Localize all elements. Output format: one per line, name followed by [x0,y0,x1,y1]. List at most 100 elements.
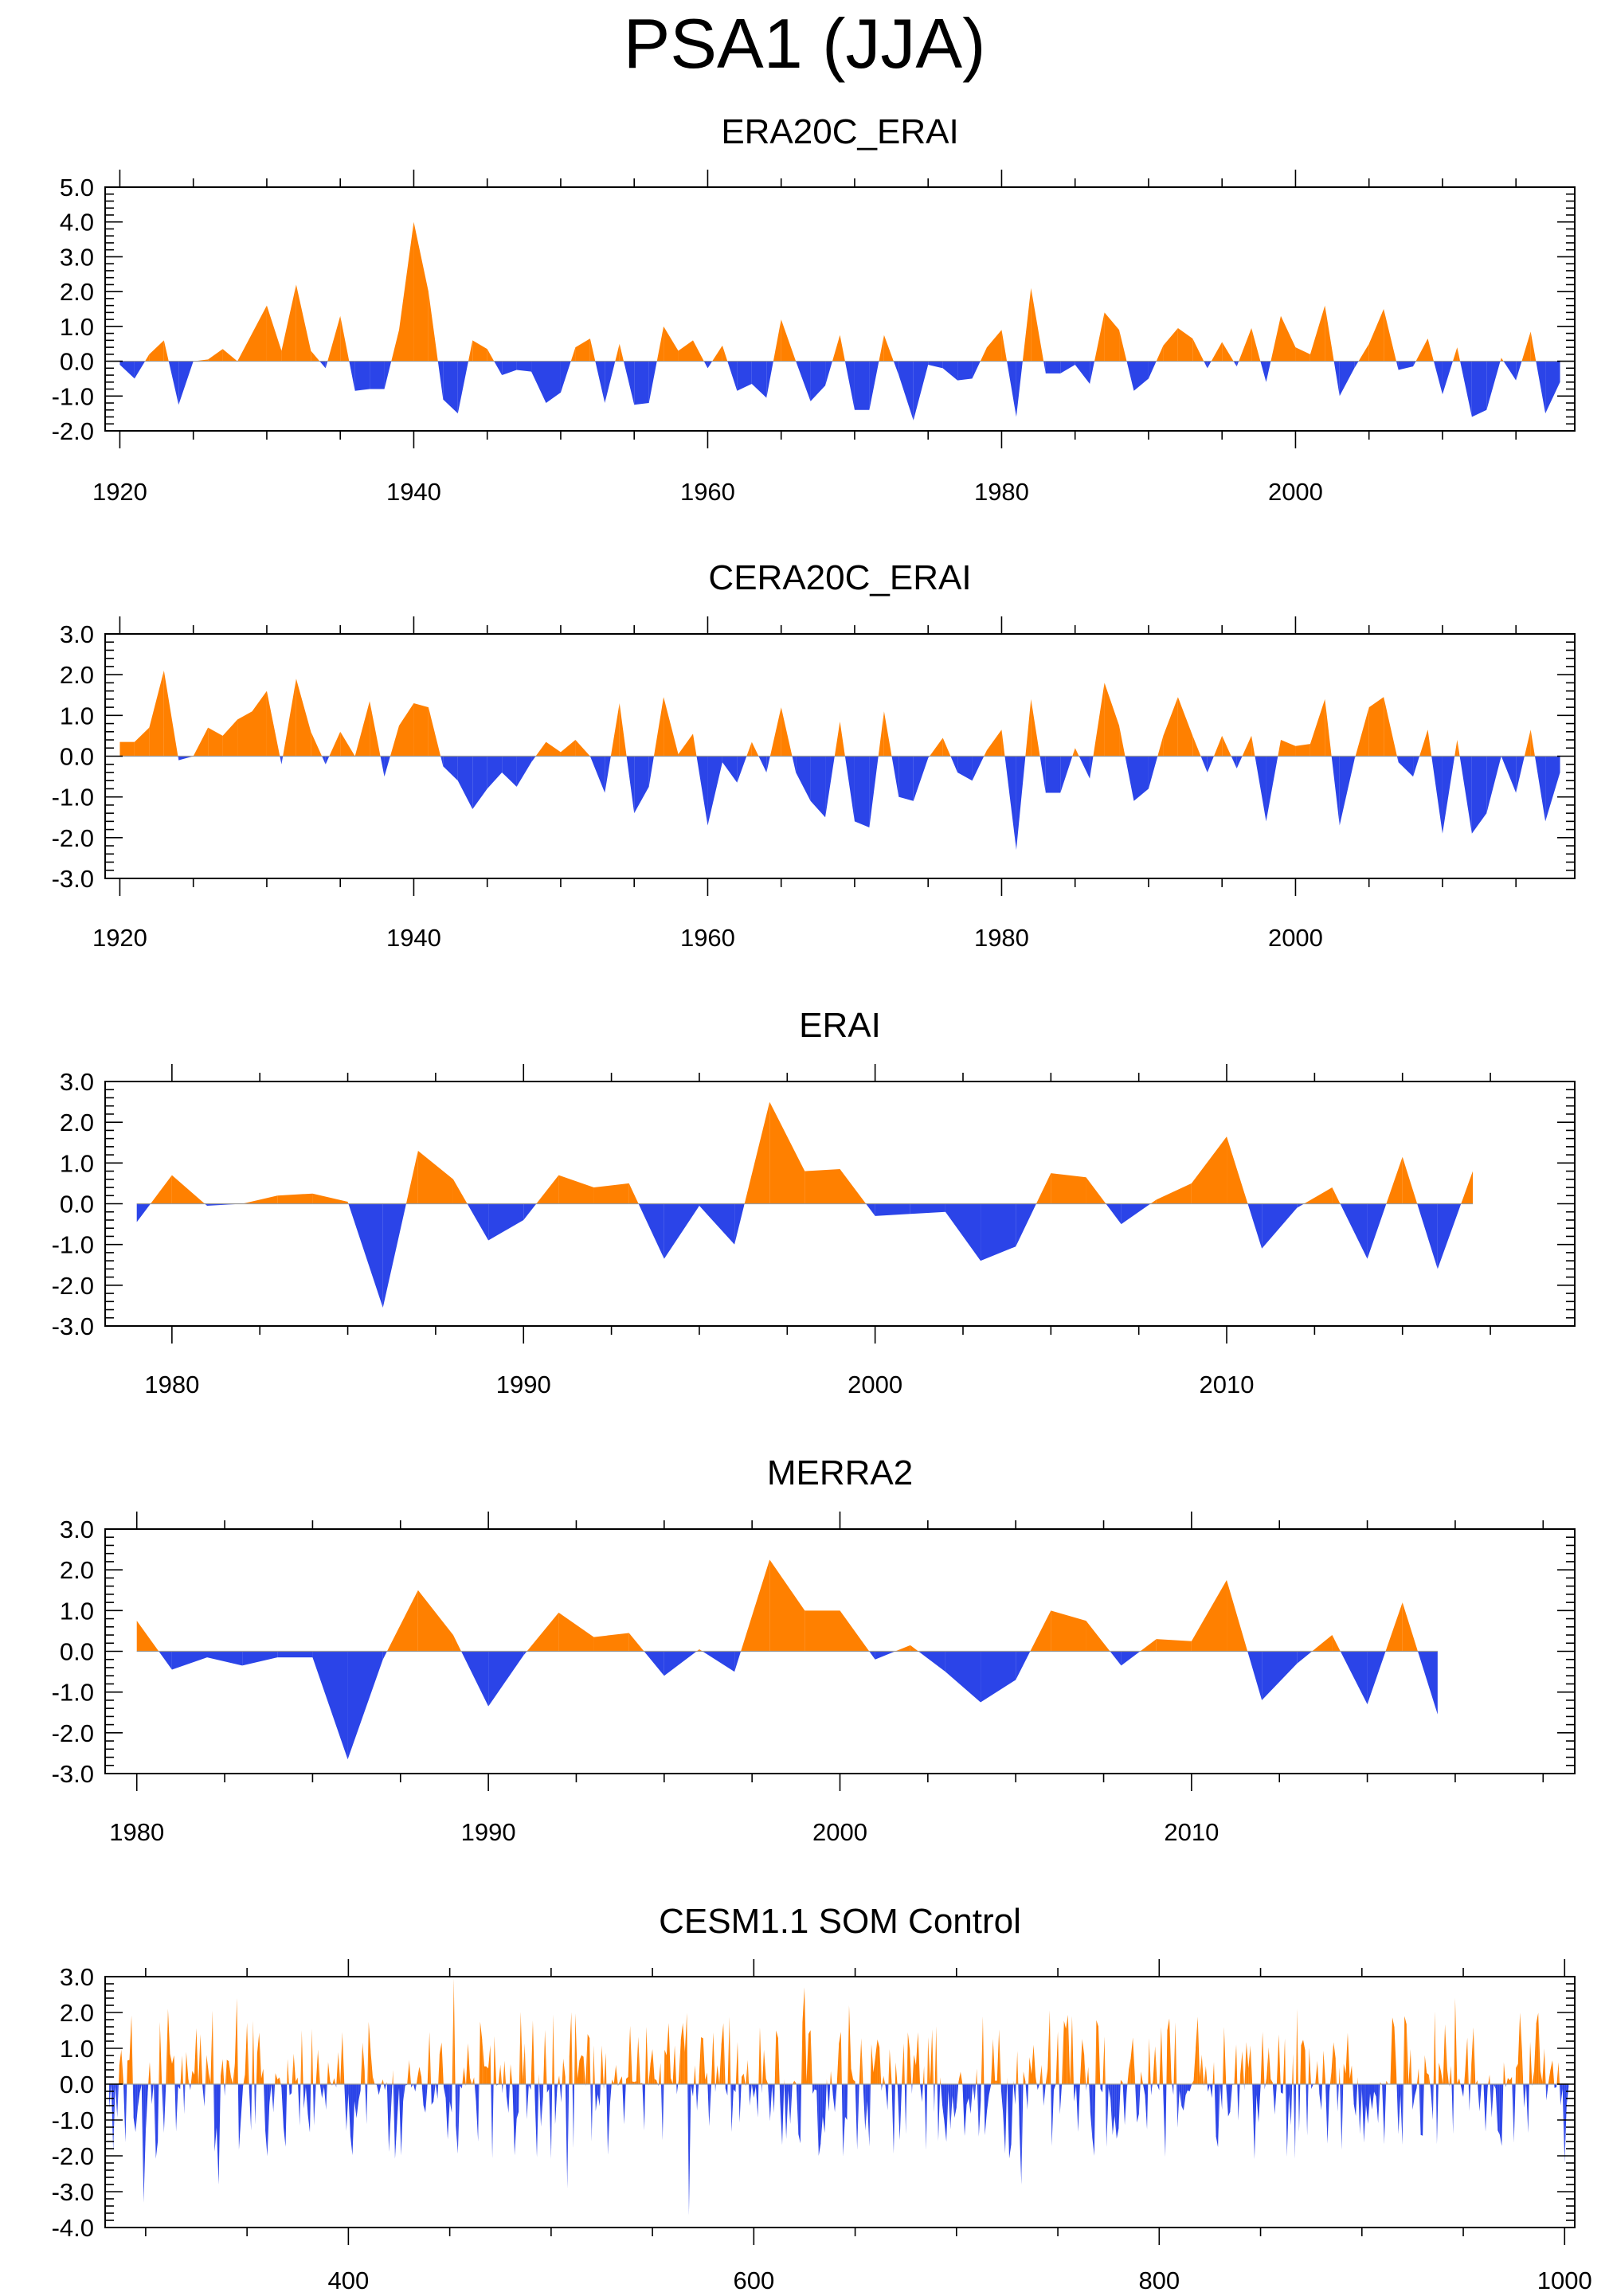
area-segment-positive [405,1150,418,1204]
area-segment-positive [136,1621,159,1652]
area-segment-negative [1216,2084,1219,2147]
area-segment-positive [1193,2048,1196,2084]
area-segment-negative [1562,2084,1565,2163]
panel-1: ERA20C_ERAI -2.0 -1.0 0.0 1.0 2.0 3.0 4.0 5.0 192… [52,112,1576,506]
area-segment-positive [1086,1177,1106,1204]
area-segment-positive [1239,328,1252,362]
area-segment-negative [281,2084,284,2128]
area-segment-negative [264,2084,266,2130]
area-segment-negative [624,2084,626,2125]
area-segment-negative [987,2084,989,2112]
area-segment-negative [1396,361,1399,370]
area-segment-positive [237,333,253,362]
area-segment-negative [1125,2084,1127,2126]
area-segment-positive [520,2012,523,2084]
area-segment-positive [1045,2068,1048,2084]
area-segment-negative [786,2084,789,2139]
area-segment-negative [241,2084,244,2118]
area-segment-negative [174,2084,177,2132]
area-segment-negative [238,2084,241,2150]
area-segment-positive [503,2060,505,2084]
area-segment-positive [186,2052,189,2084]
area-segment-negative [1133,756,1149,801]
area-segment-negative [457,756,473,810]
area-segment-negative [1079,756,1090,779]
area-segment-positive [1051,1610,1086,1652]
area-segment-positive [668,2023,671,2084]
area-segment-negative [382,1203,406,1308]
area-segment-negative [289,2084,292,2095]
area-segment-positive [1051,1173,1086,1204]
area-segment-negative [1281,2084,1283,2095]
area-segment-positive [1156,1639,1192,1652]
area-segment-positive [562,2058,564,2084]
area-segment-positive [878,711,884,757]
area-segment-negative [875,1651,895,1660]
area-segment-negative [1337,2084,1339,2112]
area-segment-negative [988,2084,992,2095]
area-segment-negative [854,756,870,828]
area-segment-negative [310,2084,311,2133]
area-segment-negative [303,2084,306,2109]
area-segment-negative [1534,756,1546,822]
area-segment-positive [1402,1156,1418,1204]
area-segment-negative [1078,2084,1080,2132]
area-segment-negative [461,1651,489,1707]
area-segment-negative [143,2084,146,2203]
area-segment-negative [1341,2084,1344,2150]
y-tick-label: 3.0 [60,1068,94,1096]
area-segment-negative [691,2084,693,2097]
area-segment-negative [377,2084,379,2095]
area-segment-negative [676,2084,677,2095]
area-segment-negative [403,2084,405,2102]
area-segment-positive [453,1978,456,2084]
x-axis [119,616,1517,896]
area-segment-negative [624,361,635,405]
area-segment-positive [1104,2036,1106,2084]
area-segment-positive [259,2032,261,2084]
y-tick-label: 3.0 [60,1963,94,1991]
area-segment-negative [648,361,657,404]
area-segment-negative [1360,2084,1362,2134]
area-segment-negative [1137,2084,1139,2123]
x-tick-label: 400 [328,2267,370,2294]
area-segment-positive [1278,740,1281,757]
y-tick-label: 5.0 [60,174,94,201]
area-segment-negative [1157,2084,1160,2091]
area-segment-positive [1439,2062,1442,2084]
area-segment-positive [585,2034,588,2084]
area-segment-positive [1022,287,1032,362]
area-segment-positive [1066,2015,1068,2084]
area-segment-negative [1461,2084,1464,2097]
area-segment-positive [472,2077,475,2084]
area-segment-positive [266,305,282,362]
area-segment-negative [1051,2084,1054,2146]
area-segment-positive [558,2075,560,2084]
area-segment-positive [1556,2062,1559,2084]
panel-title: ERA20C_ERAI [721,112,958,151]
area-segment-positive [283,679,296,757]
area-segment-positive [664,326,679,362]
area-segment-negative [687,2084,689,2216]
area-segment-positive [579,2055,582,2084]
area-segment-positive [242,1195,278,1204]
area-segment-positive [149,2062,151,2084]
area-segment-negative [251,2084,253,2131]
area-segment-negative [1340,1651,1368,1705]
area-segment-negative [516,756,532,787]
area-segment-negative [1021,2084,1024,2185]
area-segment-positive [185,2052,186,2084]
area-segment-negative [1100,2084,1103,2093]
area-segment-negative [599,2084,601,2106]
area-segment-positive [1530,2041,1533,2084]
area-segment-negative [962,2084,965,2137]
area-segment-negative [707,361,713,369]
area-segment-negative [1499,2084,1502,2146]
area-segment-positive [1339,2067,1341,2084]
area-segment-positive [391,330,399,362]
area-segment-positive [252,690,267,757]
x-tick-label: 1920 [92,924,147,952]
area-segment-negative [1460,2084,1462,2088]
area-segment-positive [210,2010,213,2084]
area-segment-negative [1008,2084,1012,2159]
